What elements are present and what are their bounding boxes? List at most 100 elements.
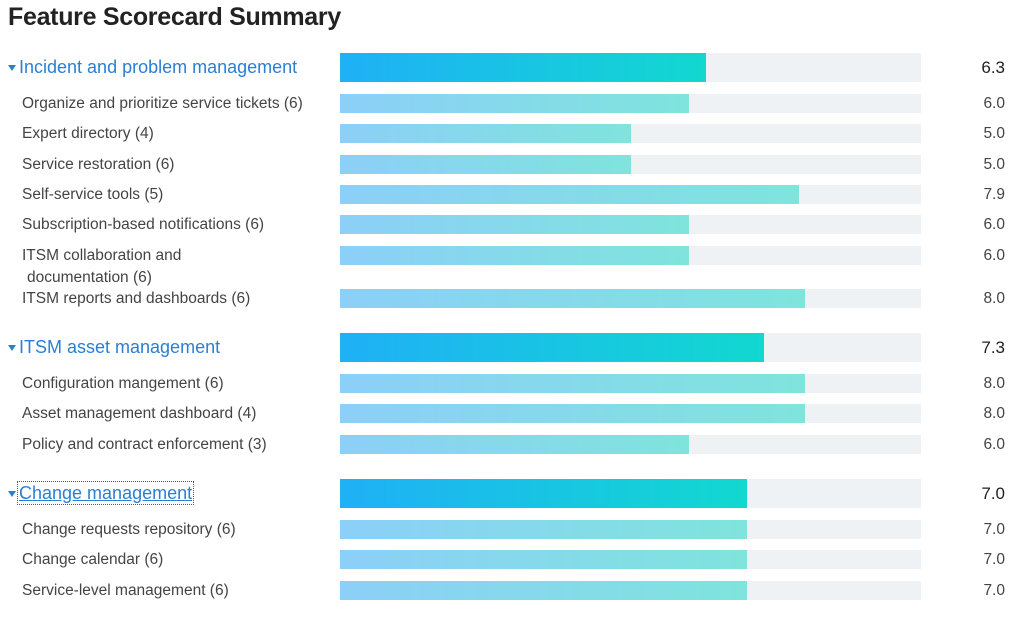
feature-score-value: 8.0	[983, 404, 1005, 422]
feature-name: Change calendar (6)	[22, 550, 164, 568]
feature-name: Policy and contract enforcement (3)	[22, 435, 267, 453]
feature-name-continued: documentation (6)	[27, 268, 152, 286]
group-name: Incident and problem management	[19, 56, 298, 77]
feature-score-bar	[340, 124, 631, 143]
group-name: ITSM asset management	[19, 336, 221, 357]
bar-track	[340, 333, 921, 362]
bar-track	[340, 289, 921, 308]
bar-track	[340, 185, 921, 204]
bar-track	[340, 581, 921, 600]
feature-row: Configuration mangement (6) 8.0	[0, 374, 1024, 393]
feature-row: ITSM reports and dashboards (6) 8.0	[0, 289, 1024, 308]
feature-score-value: 7.9	[983, 185, 1005, 203]
feature-row: Change requests repository (6) 7.0	[0, 520, 1024, 539]
feature-score-bar	[340, 550, 747, 569]
feature-name: Service-level management (6)	[22, 581, 229, 599]
feature-score-value: 7.0	[983, 550, 1005, 568]
feature-score-bar	[340, 520, 747, 539]
feature-score-bar	[340, 185, 799, 204]
feature-score-value: 7.0	[983, 520, 1005, 538]
feature-score-bar	[340, 289, 805, 308]
feature-name: ITSM reports and dashboards (6)	[22, 289, 251, 307]
group-score-bar	[340, 333, 765, 362]
feature-label: ITSM reports and dashboards (6)	[22, 288, 332, 310]
feature-name: Service restoration (6)	[22, 155, 175, 173]
group-score-value: 7.3	[981, 337, 1005, 357]
feature-score-bar	[340, 404, 805, 423]
feature-score-value: 7.0	[983, 581, 1005, 599]
feature-score-value: 6.0	[983, 215, 1005, 233]
feature-score-bar	[340, 581, 747, 600]
feature-label: Change calendar (6)	[22, 549, 332, 571]
feature-name: Subscription-based notifications (6)	[22, 215, 265, 233]
bar-track	[340, 404, 921, 423]
feature-row: ITSM collaboration and documentation (6) 6…	[0, 246, 1024, 286]
group-score-value: 6.3	[981, 57, 1005, 77]
feature-row: Policy and contract enforcement (3) 6.0	[0, 435, 1024, 454]
caret-down-icon[interactable]	[8, 344, 16, 351]
feature-row: Subscription-based notifications (6) 6.0	[0, 215, 1024, 234]
bar-track	[340, 124, 921, 143]
feature-name: Change requests repository (6)	[22, 520, 236, 538]
feature-row: Organize and prioritize service tickets …	[0, 94, 1024, 113]
feature-score-value: 8.0	[983, 374, 1005, 392]
feature-label: Policy and contract enforcement (3)	[22, 434, 332, 456]
feature-name: Expert directory (4)	[22, 124, 154, 142]
feature-score-value: 6.0	[983, 435, 1005, 453]
feature-label: Self-service tools (5)	[22, 184, 332, 206]
feature-label: Subscription-based notifications (6)	[22, 214, 332, 236]
feature-row: Asset management dashboard (4) 8.0	[0, 404, 1024, 423]
chart-title: Feature Scorecard Summary	[8, 3, 341, 31]
feature-name: Configuration mangement (6)	[22, 374, 224, 392]
feature-label: Organize and prioritize service tickets …	[22, 93, 332, 115]
feature-row: Service restoration (6) 5.0	[0, 155, 1024, 174]
caret-down-icon[interactable]	[8, 490, 16, 497]
group-score-bar	[340, 479, 747, 508]
bar-track	[340, 374, 921, 393]
feature-name: Self-service tools (5)	[22, 185, 164, 203]
feature-label: Asset management dashboard (4)	[22, 403, 332, 425]
feature-name: Organize and prioritize service tickets …	[22, 94, 303, 112]
feature-label: Service restoration (6)	[22, 154, 332, 176]
bar-track	[340, 435, 921, 454]
feature-row: Expert directory (4) 5.0	[0, 124, 1024, 143]
group-score-value: 7.0	[981, 483, 1005, 503]
group-label[interactable]: Incident and problem management	[8, 56, 318, 78]
bar-track	[340, 53, 921, 82]
feature-score-bar	[340, 246, 689, 265]
feature-score-value: 8.0	[983, 289, 1005, 307]
group-row[interactable]: ITSM asset management 7.3	[0, 333, 1024, 362]
feature-score-bar	[340, 215, 689, 234]
feature-row: Service-level management (6) 7.0	[0, 581, 1024, 600]
feature-row: Change calendar (6) 7.0	[0, 550, 1024, 569]
feature-score-bar	[340, 435, 689, 454]
feature-score-bar	[340, 94, 689, 113]
feature-score-value: 5.0	[983, 155, 1005, 173]
group-row[interactable]: Change management 7.0	[0, 479, 1024, 508]
bar-track	[340, 94, 921, 113]
caret-down-icon[interactable]	[8, 64, 16, 71]
group-score-bar	[340, 53, 707, 82]
bar-track	[340, 215, 921, 234]
feature-score-value: 6.0	[983, 246, 1005, 264]
bar-track	[340, 550, 921, 569]
group-label[interactable]: Change management	[8, 480, 318, 505]
feature-row: Self-service tools (5) 7.9	[0, 185, 1024, 204]
feature-label: Configuration mangement (6)	[22, 373, 332, 395]
group-label[interactable]: ITSM asset management	[8, 336, 318, 358]
group-row[interactable]: Incident and problem management 6.3	[0, 53, 1024, 82]
feature-score-value: 6.0	[983, 94, 1005, 112]
bar-track	[340, 479, 921, 508]
feature-label: ITSM collaboration and documentation (6)	[22, 245, 332, 289]
feature-label: Service-level management (6)	[22, 580, 332, 602]
feature-label: Change requests repository (6)	[22, 519, 332, 541]
feature-score-bar	[340, 374, 805, 393]
bar-track	[340, 246, 921, 265]
feature-score-bar	[340, 155, 631, 174]
feature-score-value: 5.0	[983, 124, 1005, 142]
bar-track	[340, 155, 921, 174]
feature-label: Expert directory (4)	[22, 123, 332, 145]
feature-name: ITSM collaboration and	[22, 246, 182, 264]
